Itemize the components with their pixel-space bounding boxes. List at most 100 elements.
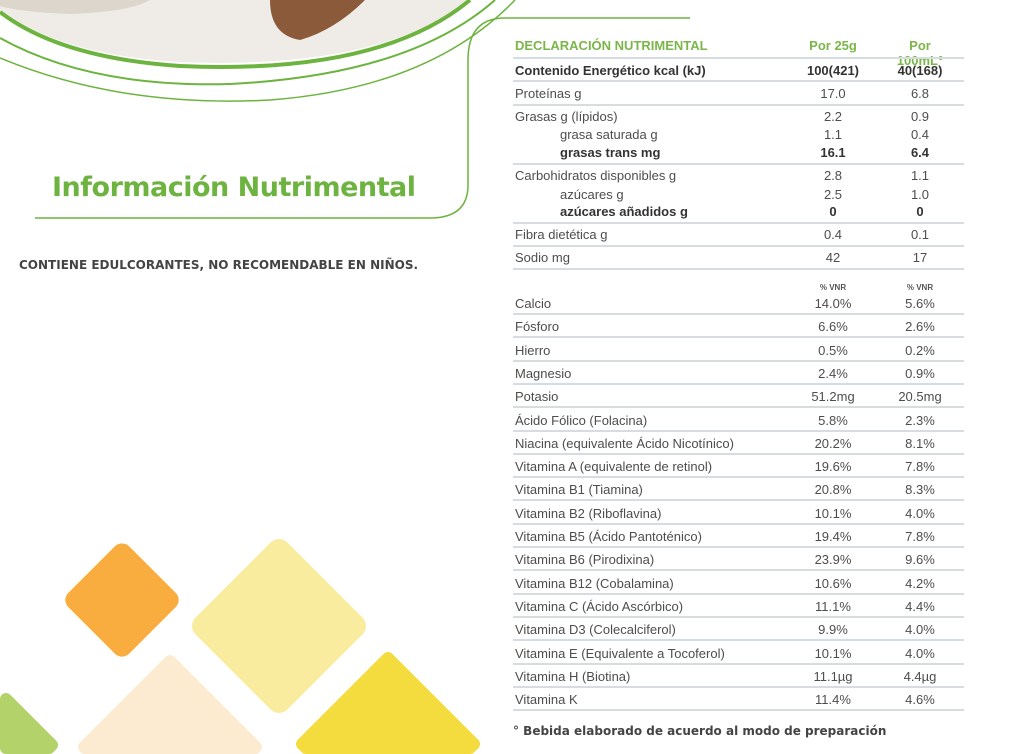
nutrient-name: Niacina (equivalente Ácido Nicotínico) [515, 435, 734, 451]
value-per-25g: 2.5 [823, 187, 843, 202]
nutrient-name: Vitamina D3 (Colecalciferol) [515, 622, 676, 638]
value-per-25g: 11.1µg [813, 668, 853, 684]
nutrient-name: grasa saturada g [560, 127, 658, 142]
header-col2: Por 100mL° [896, 38, 944, 68]
vnr-label-2: % VNR [906, 283, 934, 292]
divider [513, 268, 964, 270]
value-per-100ml: 6.4 [910, 145, 930, 160]
divider [513, 245, 964, 247]
value-per-25g: 2.4% [818, 365, 848, 381]
value-per-25g: 14.0% [814, 296, 852, 311]
nutrient-name: Vitamina A (equivalente de retinol) [515, 459, 713, 475]
value-per-25g: 19.4% [814, 529, 852, 544]
nutrient-name: Grasas g (lípidos) [515, 109, 618, 124]
nutrient-name: Carbohidratos disponibles g [515, 168, 677, 183]
product-photo [0, 0, 470, 63]
value-per-100ml: 0.9 [910, 109, 930, 124]
value-per-100ml: 0.4 [910, 127, 930, 142]
nutrient-name: azúcares g [560, 187, 624, 202]
divider [513, 522, 964, 525]
value-per-25g: 20.8% [814, 482, 852, 498]
divider [513, 476, 964, 479]
energy-label: Contenido Energético kcal (kJ) [515, 63, 706, 78]
value-per-100ml: 0.1 [910, 227, 930, 242]
green-arcs [0, 0, 690, 219]
value-per-25g: 1.1 [823, 127, 843, 142]
energy-v2: 40(168) [897, 63, 943, 78]
nutrient-name: Vitamina B5 (Ácido Pantoténico) [515, 529, 702, 544]
value-per-100ml: 1.0 [910, 187, 930, 202]
nutrient-name: Vitamina B1 (Tiamina) [515, 482, 643, 498]
page-title: Información Nutrimental [52, 172, 416, 203]
nutrient-name: Calcio [515, 296, 552, 311]
nutrient-name: Vitamina C (Ácido Ascórbico) [515, 598, 684, 614]
nutrient-name: Magnesio [515, 365, 572, 381]
value-per-100ml: 0.9% [905, 365, 935, 381]
header-label: DECLARACIÓN NUTRIMENTAL [515, 38, 708, 53]
value-per-25g: 19.6% [814, 459, 852, 475]
value-per-25g: 6.6% [818, 319, 848, 335]
divider [513, 592, 964, 595]
value-per-25g: 11.4% [815, 692, 851, 708]
value-per-100ml: 4.6% [905, 692, 935, 708]
sweetener-warning: CONTIENE EDULCORANTES, NO RECOMENDABLE E… [19, 258, 419, 272]
value-per-25g: 23.9% [814, 552, 852, 568]
value-per-25g: 10.6% [814, 575, 852, 591]
value-per-100ml: 4.2% [905, 575, 935, 591]
value-per-25g: 10.1% [814, 505, 852, 521]
divider [513, 104, 964, 106]
divider [513, 406, 964, 409]
vnr-label-1: % VNR [819, 283, 847, 292]
value-per-25g: 17.0 [820, 86, 846, 101]
value-per-25g: 9.9% [818, 622, 848, 638]
divider [513, 499, 964, 502]
divider [513, 336, 964, 339]
value-per-100ml: 1.1 [910, 168, 930, 183]
value-per-25g: 0.5% [818, 342, 848, 358]
divider [513, 685, 964, 688]
divider [513, 57, 964, 59]
divider [513, 163, 964, 165]
nutrient-name: Vitamina B12 (Cobalamina) [515, 575, 674, 591]
divider [513, 546, 964, 548]
value-per-25g: 2.2 [823, 109, 843, 124]
value-per-100ml: 9.6% [905, 552, 935, 568]
value-per-100ml: 4.4µg [903, 668, 937, 684]
value-per-100ml: 4.4% [905, 598, 935, 614]
divider [513, 313, 964, 315]
value-per-100ml: 4.0% [905, 622, 935, 638]
divider [513, 429, 964, 432]
value-per-25g: 0 [829, 204, 837, 219]
value-per-100ml: 6.8 [910, 86, 930, 101]
divider [513, 222, 964, 224]
nutrient-name: Vitamina E (Equivalente a Tocoferol) [515, 645, 725, 661]
value-per-25g: 16.1 [820, 145, 846, 160]
nutrient-name: Vitamina B2 (Riboflavina) [515, 505, 662, 521]
value-per-25g: 0.4 [823, 227, 843, 242]
nutrient-name: Vitamina K [515, 692, 578, 708]
divider [513, 382, 964, 385]
value-per-25g: 42 [825, 250, 841, 265]
nutrient-name: Vitamina B6 (Pirodixina) [515, 552, 655, 568]
nutrient-name: Ácido Fólico (Folacina) [515, 412, 648, 428]
value-per-100ml: 4.0% [905, 645, 935, 661]
value-per-100ml: 5.6% [905, 296, 935, 311]
divider [513, 709, 964, 712]
value-per-100ml: 8.3% [905, 482, 935, 498]
value-per-100ml: 17 [912, 250, 928, 265]
header-col1: Por 25g [809, 38, 857, 53]
nutrient-name: Fósforo [515, 319, 560, 335]
divider [513, 615, 964, 618]
value-per-25g: 51.2mg [811, 389, 855, 405]
nutrient-name: Potasio [515, 389, 559, 405]
footnote: ° Bebida elaborado de acuerdo al modo de… [513, 724, 887, 738]
nutrient-name: Hierro [515, 342, 551, 358]
value-per-100ml: 20.5mg [898, 389, 942, 405]
value-per-25g: 2.8 [823, 168, 843, 183]
value-per-100ml: 7.8% [905, 459, 935, 475]
nutrient-name: Proteínas g [515, 86, 582, 101]
divider [513, 569, 964, 572]
energy-v1: 100(421) [806, 63, 860, 78]
nutrient-name: azúcares añadidos g [560, 204, 688, 219]
